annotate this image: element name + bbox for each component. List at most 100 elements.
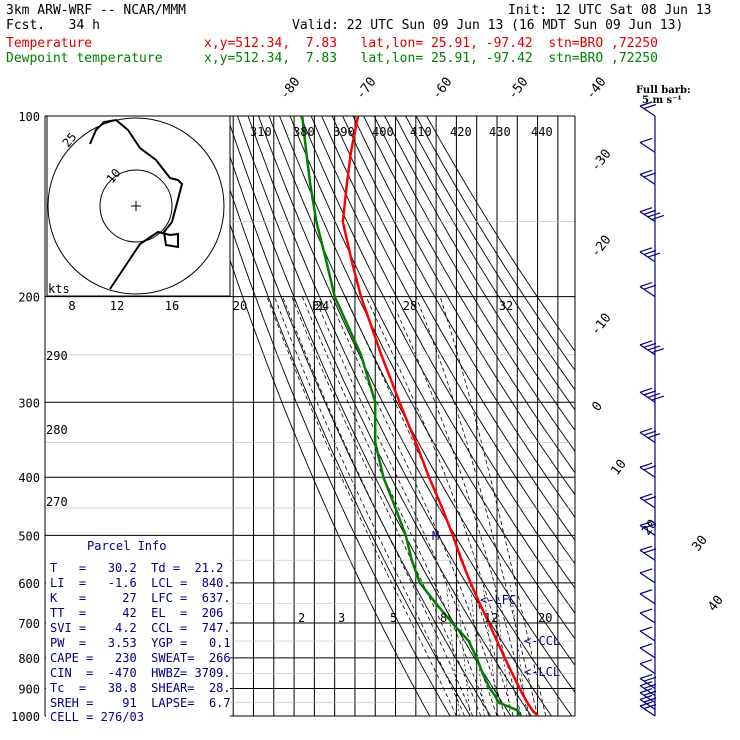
dry-adiabat	[289, 116, 575, 640]
barb-shaft	[639, 286, 656, 298]
theta-label: 310	[250, 125, 272, 139]
pressure-label: 500	[18, 529, 40, 543]
barb-flag	[643, 172, 657, 178]
pressure-label: 400	[18, 471, 40, 485]
init-time: Init: 12 UTC Sat 08 Jun 13	[508, 3, 712, 18]
wind-barb	[639, 520, 657, 536]
dry-adiabat	[258, 116, 573, 716]
wind-barbs	[639, 101, 665, 717]
wind-barb	[639, 169, 657, 185]
parcel-info-row: LI = -1.6 LCL = 840.	[50, 576, 231, 590]
hodograph-speed-label: 12	[110, 299, 124, 313]
pressure-label: 200	[18, 291, 40, 305]
isotherm-label: -20	[588, 233, 614, 261]
barb-flag	[647, 212, 661, 218]
isotherm-label: 30	[689, 533, 710, 555]
wind-barb	[639, 247, 661, 263]
barb-flag	[639, 568, 653, 574]
barb-flag	[639, 673, 653, 680]
mixing-ratio-line	[456, 582, 471, 716]
barb-shaft	[639, 678, 656, 690]
pressure-label: 900	[18, 683, 40, 697]
marker-lcl: <-LCL	[524, 665, 560, 679]
parcel-info-row: CIN = -470 HWBZ= 3709.	[50, 666, 231, 680]
moist-adiabat	[365, 296, 522, 716]
hodograph-speed-label: 20	[233, 299, 247, 313]
theta-label: 380	[293, 125, 315, 139]
dry-adiabat	[394, 116, 575, 411]
barb-flag	[643, 249, 657, 255]
marker-el: EL	[312, 299, 326, 313]
wind-barb	[639, 101, 657, 117]
barb-shaft	[639, 698, 656, 710]
isotherm-label: -40	[583, 75, 609, 103]
barb-flag	[647, 433, 661, 439]
isotherm-label: -50	[505, 75, 531, 103]
pressure-label: 800	[18, 652, 40, 666]
barb-flag	[643, 676, 657, 682]
wind-barb	[639, 545, 657, 561]
mixing-ratio-label: 8	[440, 611, 447, 625]
wind-barb	[639, 589, 656, 605]
barb-shaft	[639, 391, 656, 403]
barb-flag	[643, 104, 657, 110]
barb-shaft	[639, 497, 656, 509]
barb-flag	[639, 101, 653, 107]
barb-flag	[643, 430, 657, 436]
hodograph-speed-label: 24	[315, 299, 329, 313]
wind-barb	[639, 688, 657, 704]
parcel-info-row: SVI = 4.2 CCL = 747.	[50, 621, 231, 635]
barb-shaft	[639, 344, 656, 356]
wind-barb	[639, 673, 657, 690]
barb-flag	[639, 493, 653, 499]
barb-flag	[639, 694, 653, 700]
barb-shaft	[639, 524, 656, 536]
parcel-info-title: Parcel Info	[87, 539, 167, 553]
barb-flag	[639, 247, 653, 253]
mixing-ratio-line	[482, 582, 499, 716]
full-barb-label: Full barb:	[636, 85, 691, 96]
full-barb-unit: 5 m s⁻¹	[642, 95, 682, 106]
theta-left-label: 280	[46, 423, 68, 437]
mixing-ratio-label: 3	[338, 611, 345, 625]
mixing-ratio-label: 5	[390, 611, 397, 625]
barb-flag	[639, 427, 653, 434]
forecast-hour: Fcst. 34 h	[6, 18, 100, 33]
moist-adiabat	[282, 296, 474, 716]
temperature-trace	[341, 116, 539, 716]
parcel-info-row: Tc = 38.8 SHEAR= 28.	[50, 681, 231, 695]
wind-barb	[639, 137, 656, 153]
wind-barb	[639, 493, 657, 509]
barb-flag	[643, 690, 657, 696]
barb-flag	[639, 608, 653, 614]
barb-flag	[639, 626, 653, 632]
moist-adiabat	[291, 296, 482, 716]
marker-ccl: <-CCL	[524, 634, 560, 648]
dry-adiabat	[342, 116, 575, 518]
wind-barb	[639, 568, 656, 584]
barb-shaft	[639, 211, 656, 223]
temperature-legend: Temperature	[6, 36, 93, 51]
hodograph-speed-label: 28	[403, 299, 417, 313]
dry-adiabat	[279, 116, 575, 666]
barb-flag	[643, 342, 657, 348]
barb-shaft	[639, 685, 656, 697]
barb-flag	[639, 137, 653, 143]
barb-shaft	[639, 251, 656, 263]
hodograph-speed-label: 16	[165, 299, 179, 313]
hodograph-ring	[47, 117, 225, 295]
barb-flag	[643, 548, 657, 554]
barb-flag	[643, 390, 657, 396]
isotherm-label: 10	[608, 457, 629, 479]
dry-adiabat	[226, 116, 512, 716]
barb-flag	[639, 207, 653, 213]
barb-shaft	[639, 630, 656, 642]
valid-time: Valid: 22 UTC Sun 09 Jun 13 (16 MDT Sun …	[292, 18, 684, 33]
barb-flag	[647, 252, 661, 258]
hodograph-speed-label: 32	[499, 299, 513, 313]
barb-flag	[643, 683, 657, 689]
barb-flag	[643, 284, 657, 290]
dewpoint-legend: Dewpoint temperature	[6, 51, 163, 66]
theta-label: 440	[531, 125, 553, 139]
dry-adiabat	[373, 116, 575, 453]
